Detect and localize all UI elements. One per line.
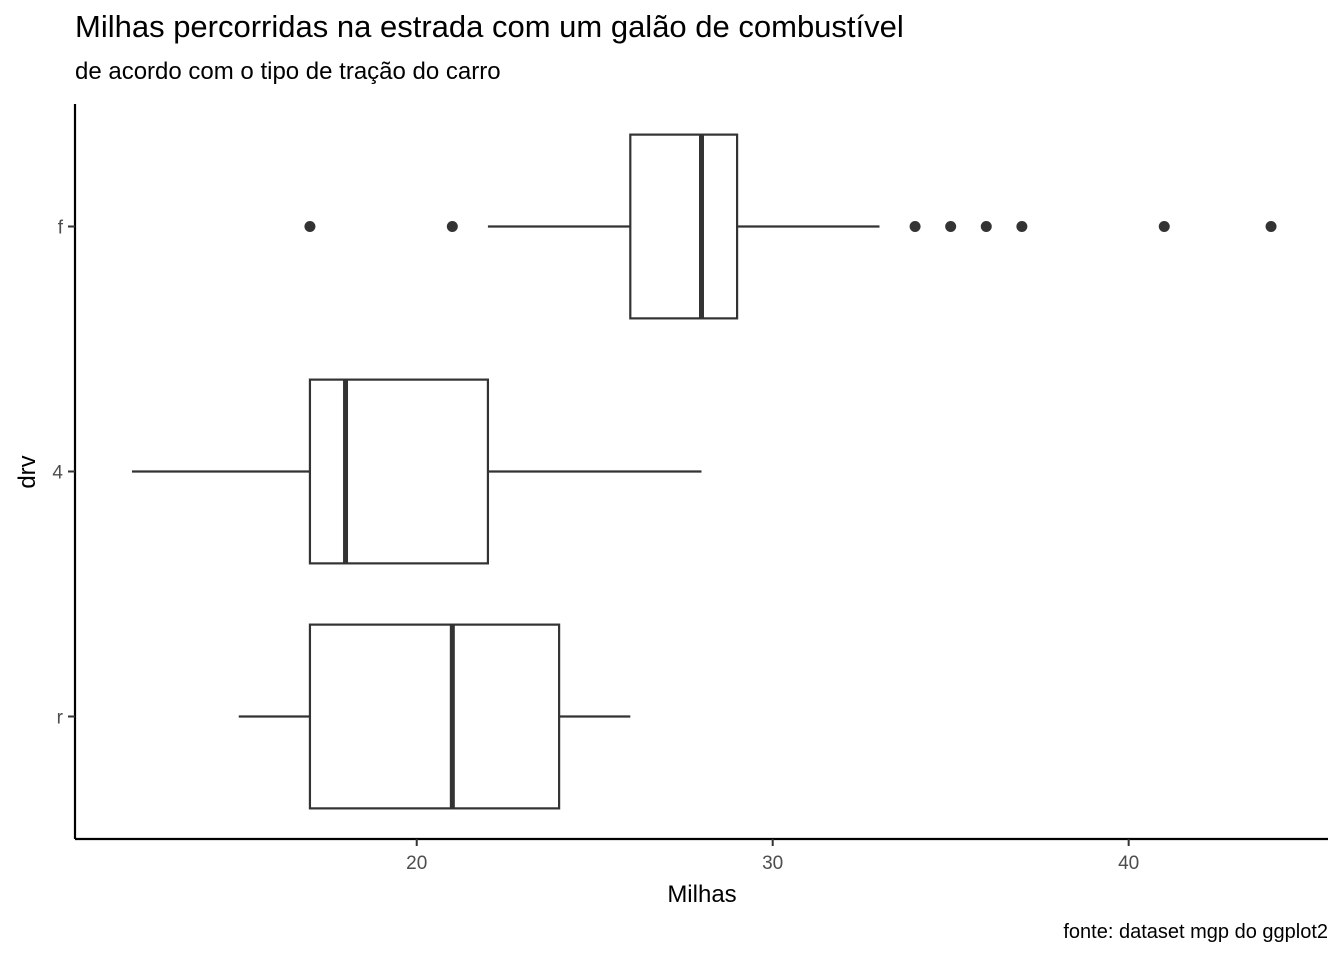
outlier-point (1265, 221, 1277, 232)
box-group-4 (131, 378, 702, 565)
box-iqr (308, 378, 490, 565)
x-tick-label: 40 (1118, 853, 1139, 874)
x-tick-label: 30 (762, 853, 783, 874)
chart-title: Milhas percorridas na estrada com um gal… (75, 9, 904, 44)
outlier-point (980, 221, 992, 232)
outlier-point (304, 221, 316, 232)
y-axis-label: drv (14, 455, 41, 488)
x-tick-label: 20 (406, 853, 427, 874)
chart-subtitle: de acordo com o tipo de tração do carro (75, 58, 501, 85)
outlier-point (446, 221, 458, 232)
outlier-point (909, 221, 921, 232)
chart-caption: fonte: dataset mgp do ggplot2 (1063, 921, 1328, 943)
y-tick-label: f (58, 218, 64, 239)
outlier-point (1158, 221, 1170, 232)
box-group-r (238, 623, 631, 810)
x-axis-label: Milhas (667, 881, 736, 908)
box-iqr (308, 623, 561, 810)
boxes-layer (131, 133, 1277, 810)
outlier-point (1016, 221, 1028, 232)
axes-layer: 20 30 40 f 4 r (52, 104, 1328, 874)
box-group-f (304, 133, 1277, 320)
outlier-point (945, 221, 957, 232)
y-tick-label: r (57, 708, 64, 729)
y-tick-label: 4 (52, 463, 63, 484)
box-iqr (629, 133, 739, 320)
